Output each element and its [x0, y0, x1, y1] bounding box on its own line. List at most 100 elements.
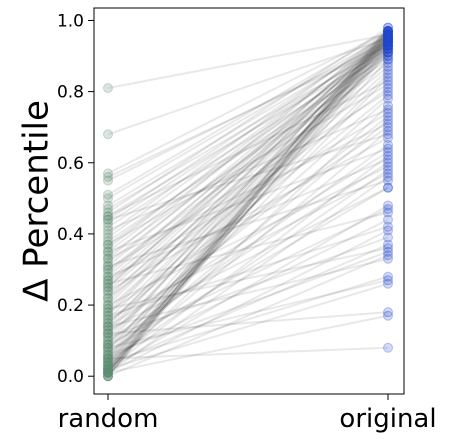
original-point	[383, 51, 393, 62]
original-point	[383, 161, 393, 172]
connecting-line	[107, 33, 389, 278]
original-point	[383, 239, 393, 250]
connecting-line	[107, 37, 389, 289]
original-point	[383, 246, 393, 257]
connecting-line	[107, 311, 389, 335]
random-point	[103, 367, 113, 378]
original-point	[383, 175, 393, 186]
original-point	[383, 29, 393, 40]
connecting-line	[107, 204, 389, 370]
random-point	[103, 324, 113, 335]
random-point	[103, 211, 113, 222]
original-point	[383, 29, 393, 40]
original-point	[383, 40, 393, 51]
original-point	[383, 29, 393, 40]
original-point	[383, 75, 393, 86]
connecting-line	[107, 158, 389, 278]
random-point	[103, 339, 113, 350]
connecting-line	[107, 33, 389, 249]
random-point	[103, 335, 113, 346]
random-point	[103, 364, 113, 375]
random-point	[103, 321, 113, 332]
original-point	[383, 271, 393, 282]
connecting-line	[107, 33, 389, 221]
connecting-line	[107, 55, 389, 242]
original-point	[383, 307, 393, 318]
original-point	[383, 36, 393, 47]
original-point	[383, 26, 393, 37]
original-point	[383, 129, 393, 140]
random-point	[103, 310, 113, 321]
original-point	[383, 61, 393, 72]
original-point	[383, 36, 393, 47]
original-point	[383, 164, 393, 175]
connecting-line	[107, 51, 389, 228]
random-point	[103, 246, 113, 257]
connecting-line	[107, 26, 389, 214]
random-point	[103, 353, 113, 364]
original-point	[383, 47, 393, 58]
random-point	[103, 200, 113, 211]
original-point	[383, 36, 393, 47]
x-tick-label-random: random	[58, 404, 159, 434]
original-point	[383, 107, 393, 118]
original-point	[383, 125, 393, 136]
y-tick-label: 1.0	[57, 11, 84, 31]
original-point	[383, 43, 393, 54]
random-point	[103, 353, 113, 364]
connecting-line	[107, 208, 389, 346]
original-point	[383, 243, 393, 254]
original-point	[383, 33, 393, 44]
connecting-line	[107, 37, 389, 374]
connecting-line	[107, 40, 389, 182]
connecting-line	[107, 97, 389, 345]
connecting-line	[107, 44, 389, 246]
original-point	[383, 47, 393, 58]
original-point	[383, 36, 393, 47]
original-point	[383, 36, 393, 47]
random-point	[103, 346, 113, 357]
x-axis-ticks: random original	[58, 394, 437, 434]
connecting-line	[107, 44, 389, 281]
original-point	[383, 26, 393, 37]
connecting-line	[107, 30, 389, 260]
random-point	[103, 317, 113, 328]
original-point	[383, 43, 393, 54]
connecting-line	[107, 90, 389, 271]
random-point	[103, 364, 113, 375]
connecting-line	[107, 41, 389, 313]
random-point	[103, 353, 113, 364]
random-point	[103, 221, 113, 232]
connecting-line	[107, 62, 389, 271]
original-point	[383, 36, 393, 47]
connecting-line	[107, 30, 389, 317]
original-point	[383, 40, 393, 51]
random-point	[103, 260, 113, 271]
connecting-line	[107, 41, 389, 274]
random-point	[103, 339, 113, 350]
random-point	[103, 324, 113, 335]
random-point	[103, 367, 113, 378]
original-point	[383, 26, 393, 37]
random-point	[103, 275, 113, 286]
random-point	[103, 364, 113, 375]
original-point	[383, 33, 393, 44]
connecting-line	[107, 37, 389, 136]
original-point	[383, 43, 393, 54]
connecting-line	[107, 211, 389, 285]
random-point	[103, 339, 113, 350]
connecting-line	[107, 40, 389, 225]
random-point	[103, 264, 113, 275]
random-point	[103, 83, 113, 94]
connecting-line	[107, 94, 389, 324]
random-point	[103, 268, 113, 279]
connecting-line	[107, 169, 389, 363]
connecting-line	[107, 33, 389, 200]
original-point	[383, 29, 393, 40]
connecting-line	[107, 48, 389, 217]
random-point	[103, 364, 113, 375]
random-point	[103, 257, 113, 268]
original-point	[383, 100, 393, 111]
original-point	[383, 150, 393, 161]
original-point	[383, 26, 393, 37]
